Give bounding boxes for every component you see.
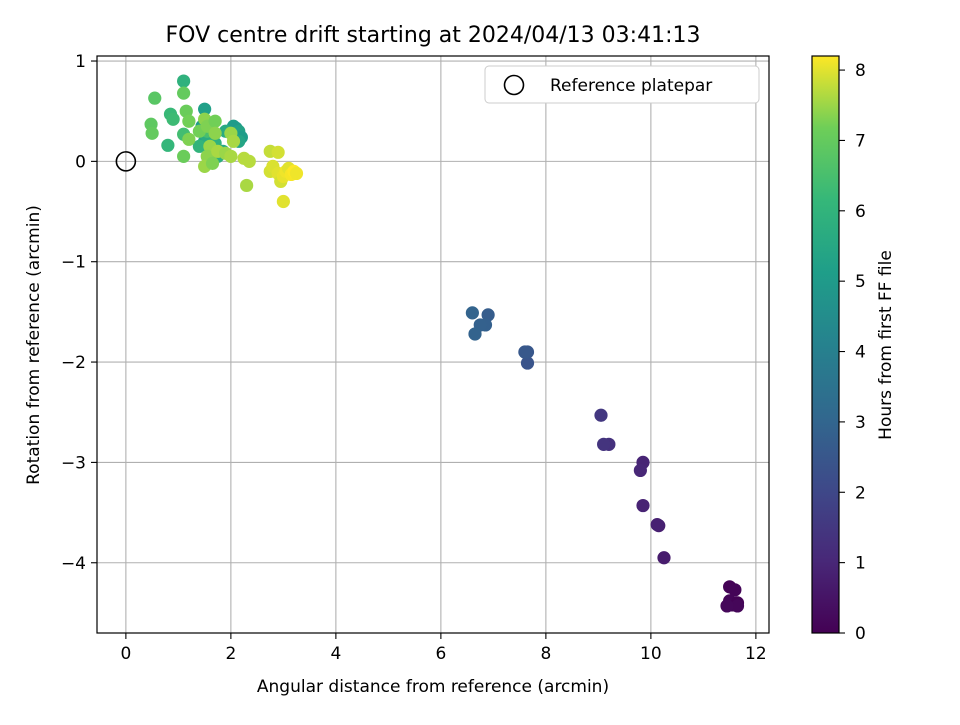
- scatter-point: [161, 138, 175, 152]
- legend-box: [484, 65, 760, 104]
- scatter-point: [465, 306, 479, 320]
- legend-marker-open-circle: [503, 74, 525, 96]
- colorbar-tick-label: 5: [855, 272, 866, 292]
- scatter-point: [182, 114, 196, 128]
- colorbar: 0 1 2 3 4 5 6 7 8 Hours from first FF file: [811, 55, 896, 644]
- scatter-point: [148, 91, 162, 105]
- y-tick-label: −1: [61, 253, 86, 273]
- scatter-point: [728, 583, 742, 597]
- x-tick-label: 0: [120, 644, 131, 664]
- scatter-point: [177, 149, 191, 163]
- colorbar-tick-label: 7: [855, 131, 866, 151]
- scatter-point: [177, 74, 191, 88]
- colorbar-tick-label: 1: [855, 554, 866, 574]
- x-tick-label: 6: [435, 644, 446, 664]
- y-tick-label: 1: [75, 52, 86, 72]
- colorbar-tick-label: 2: [855, 483, 866, 503]
- scatter-point: [468, 327, 482, 341]
- scatter-point: [177, 86, 191, 100]
- scatter-point: [208, 126, 222, 140]
- scatter-point: [650, 518, 664, 532]
- x-axis-ticks: 0 2 4 6 8 10 12: [120, 633, 767, 664]
- x-tick-label: 2: [225, 644, 236, 664]
- scatter-point: [226, 134, 241, 148]
- colorbar-label: Hours from first FF file: [876, 250, 896, 440]
- colorbar-tick-label: 4: [855, 343, 866, 363]
- colorbar-ticks: 0 1 2 3 4 5 6 7 8: [839, 61, 866, 644]
- y-axis-label: Rotation from reference (arcmin): [24, 205, 44, 485]
- scatter-point: [518, 345, 532, 359]
- scatter-point: [720, 599, 734, 613]
- scatter-point: [597, 437, 611, 451]
- scatter-point: [205, 156, 220, 170]
- scatter-point: [730, 599, 745, 613]
- scatter-point: [657, 551, 671, 565]
- plot-frame: [96, 55, 770, 634]
- grid-lines: [97, 56, 769, 633]
- x-axis-label: Angular distance from reference (arcmin): [257, 677, 609, 697]
- reference-platepar-marker: [115, 151, 137, 172]
- colorbar-tick-label: 6: [855, 202, 866, 222]
- y-tick-label: −4: [61, 554, 86, 574]
- scatter-point: [636, 498, 650, 513]
- x-tick-label: 8: [540, 644, 551, 664]
- y-axis-ticks: 1 0 −1 −2 −3 −4: [61, 52, 97, 574]
- scatter-point: [289, 166, 304, 181]
- y-tick-label: −2: [61, 353, 86, 373]
- scatter-point: [208, 114, 222, 128]
- chart-title: FOV centre drift starting at 2024/04/13 …: [166, 23, 701, 48]
- y-tick-label: −3: [61, 453, 86, 473]
- scatter-point: [198, 102, 212, 116]
- legend: Reference platepar: [484, 65, 760, 104]
- scatter-point: [224, 149, 238, 163]
- legend-label: Reference platepar: [550, 76, 712, 96]
- colorbar-tick-label: 3: [855, 413, 866, 433]
- scatter-point: [594, 408, 608, 422]
- scatter-point: [633, 463, 647, 478]
- scatter-point: [145, 126, 159, 140]
- x-tick-label: 12: [745, 644, 767, 664]
- scatter-point: [520, 356, 535, 370]
- scatter-points: [144, 74, 745, 613]
- scatter-point: [242, 154, 256, 168]
- scatter-point: [182, 132, 196, 146]
- scatter-point: [481, 308, 495, 322]
- x-tick-label: 10: [640, 644, 662, 664]
- scatter-point: [276, 194, 290, 209]
- y-tick-label: 0: [75, 152, 86, 172]
- colorbar-gradient: [811, 55, 840, 634]
- colorbar-tick-label: 0: [855, 624, 866, 644]
- scatter-point: [192, 139, 206, 153]
- scatter-point: [166, 112, 180, 126]
- x-tick-label: 4: [330, 644, 341, 664]
- scatter-point: [179, 104, 193, 118]
- scatter-point: [271, 145, 285, 159]
- scatter-point: [240, 178, 254, 193]
- colorbar-tick-label: 8: [855, 61, 866, 81]
